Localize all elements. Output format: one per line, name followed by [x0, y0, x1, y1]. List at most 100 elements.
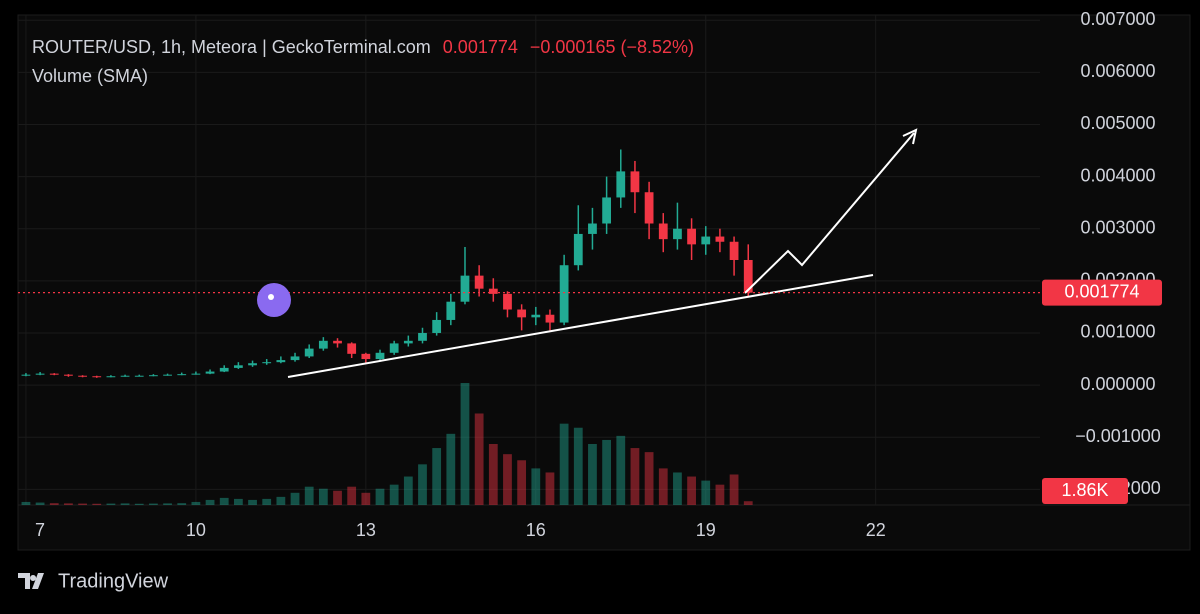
candle-body — [134, 375, 144, 377]
candle-body — [290, 356, 300, 361]
volume-bar — [687, 476, 696, 505]
candle-body — [375, 352, 385, 360]
volume-bar — [630, 448, 640, 505]
candle-body — [163, 374, 172, 376]
candle-body — [49, 373, 59, 375]
volume-bar — [673, 472, 682, 505]
volume-bar — [559, 423, 569, 505]
candle-body — [304, 348, 314, 357]
candle-body — [644, 192, 654, 224]
volume-bar — [318, 488, 328, 505]
x-tick-label: 22 — [866, 520, 886, 540]
candle-body — [531, 314, 541, 318]
candle-body — [347, 343, 357, 354]
candle-body — [389, 343, 399, 353]
volume-bar — [729, 474, 739, 505]
volume-bar — [262, 498, 272, 505]
candle-body — [517, 309, 527, 318]
candle-body — [361, 353, 371, 360]
volume-label: 1.86K — [1061, 480, 1108, 500]
volume-bar — [658, 468, 668, 505]
x-tick-label: 10 — [186, 520, 206, 540]
candle-body — [418, 332, 427, 341]
volume-bar — [474, 413, 484, 505]
header-price: 0.001774 — [443, 37, 518, 57]
volume-bar — [333, 490, 342, 505]
candle-body — [205, 371, 215, 374]
x-tick-label: 7 — [35, 520, 45, 540]
volume-bar — [644, 452, 654, 505]
volume-bar — [35, 502, 45, 505]
volume-bar — [531, 468, 541, 505]
volume-bar — [418, 464, 427, 505]
volume-bar — [361, 492, 371, 505]
candle-body — [78, 375, 87, 377]
candle-body — [460, 275, 470, 302]
axes: −0.002000−0.0010000.0000000.0010000.0020… — [18, 9, 1162, 540]
candle-body — [715, 236, 725, 242]
candle-body — [743, 260, 753, 293]
y-tick-label: 0.000000 — [1080, 374, 1155, 394]
volume-bar — [701, 480, 711, 505]
y-tick-label: 0.003000 — [1080, 217, 1155, 237]
candle-body — [488, 288, 498, 294]
candle-body — [21, 374, 31, 376]
last-price-badge — [1042, 279, 1162, 306]
volume-bar — [248, 499, 257, 505]
volume-bar — [149, 503, 158, 505]
volume-bar — [460, 383, 470, 505]
x-tick-label: 13 — [356, 520, 376, 540]
last-price-label: 0.001774 — [1064, 281, 1139, 301]
candle-body — [191, 373, 201, 375]
volume-pane — [21, 383, 753, 505]
volume-bar — [446, 433, 456, 505]
volume-bar — [432, 448, 442, 505]
candle-body — [403, 340, 413, 344]
candle-body — [35, 373, 45, 375]
candle-body — [120, 375, 130, 377]
token-icon-eye — [268, 294, 274, 300]
volume-bar — [403, 476, 413, 505]
volume-bar — [276, 496, 286, 505]
brand-logo: TradingView — [18, 570, 169, 592]
header: ROUTER/USD, 1h, Meteora | GeckoTerminal.… — [32, 37, 694, 57]
logo-mark — [18, 573, 44, 589]
candle-body — [616, 171, 626, 198]
candle-body — [673, 228, 682, 240]
grid — [18, 15, 1040, 505]
volume-bar — [163, 503, 172, 505]
candle-body — [177, 374, 187, 376]
projection-arrow — [744, 132, 915, 294]
candle-body — [545, 314, 555, 323]
y-tick-label: 0.004000 — [1080, 165, 1155, 185]
candle-body — [276, 360, 286, 363]
candle-body — [233, 365, 243, 368]
y-tick-label: 0.005000 — [1080, 113, 1155, 133]
y-tick-label: 0.001000 — [1080, 322, 1155, 342]
candle-body — [333, 340, 342, 344]
y-tick-label: 0.006000 — [1080, 61, 1155, 81]
candle-body — [149, 375, 158, 377]
volume-bar — [49, 503, 59, 505]
volume-bar — [92, 503, 102, 505]
volume-bar — [191, 501, 201, 505]
volume-title: Volume (SMA) — [32, 66, 148, 86]
candle-body — [106, 376, 116, 378]
volume-bar — [64, 503, 73, 505]
candle-body — [588, 223, 597, 234]
volume-bar — [106, 503, 116, 505]
candle-body — [602, 197, 612, 224]
candle-body — [248, 363, 257, 366]
volume-bar — [78, 503, 87, 505]
volume-bar — [715, 484, 725, 505]
candle-body — [559, 265, 569, 323]
volume-bar — [233, 498, 243, 505]
volume-bar — [120, 503, 130, 505]
candle-body — [701, 236, 711, 245]
volume-bar — [517, 460, 527, 505]
volume-bar — [219, 497, 229, 505]
volume-bar — [205, 499, 215, 505]
y-tick-label: −0.001000 — [1075, 426, 1161, 446]
x-tick-label: 16 — [526, 520, 546, 540]
candle-body — [503, 293, 512, 310]
